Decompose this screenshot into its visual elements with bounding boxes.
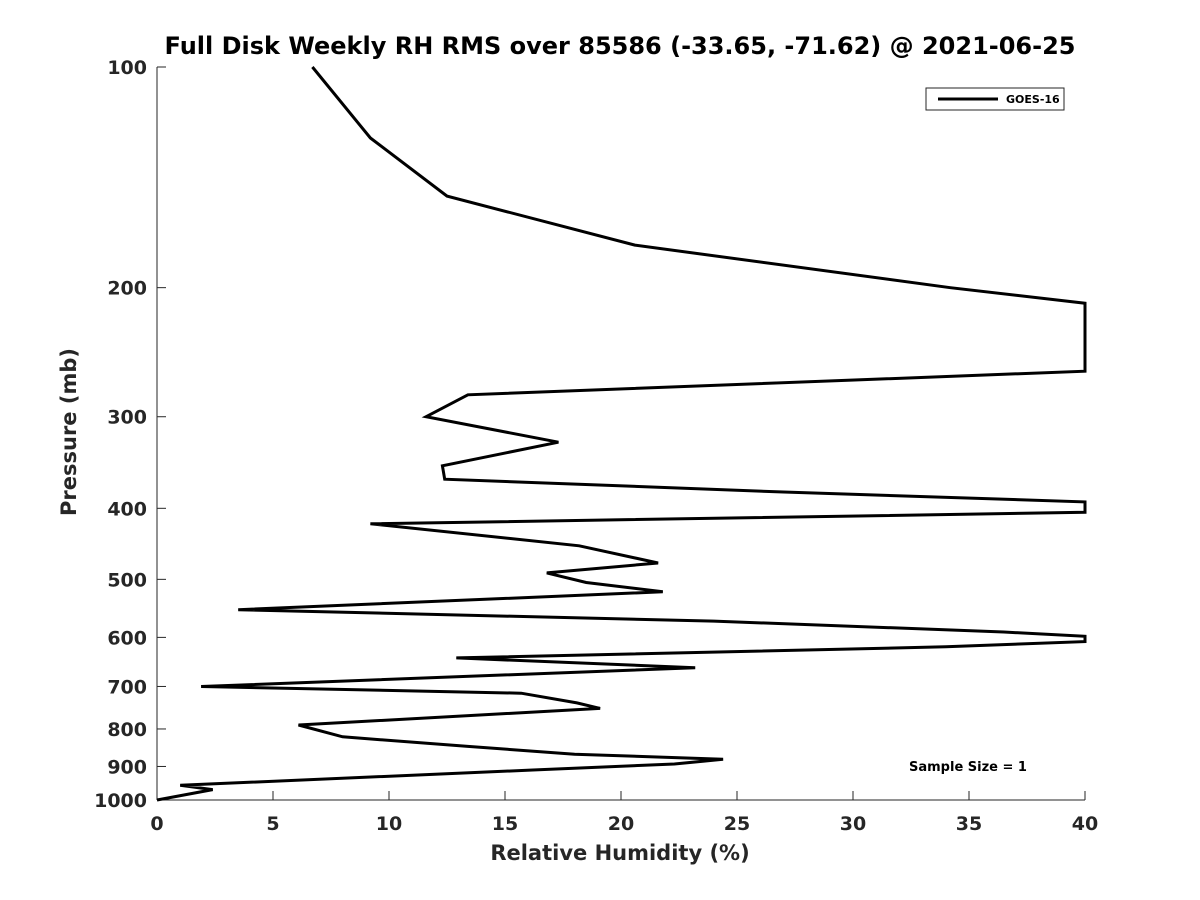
x-tick-label: 0: [150, 813, 163, 835]
y-tick-label: 300: [107, 407, 147, 429]
chart-title: Full Disk Weekly RH RMS over 85586 (-33.…: [165, 32, 1076, 60]
y-tick-label: 900: [107, 756, 147, 778]
legend-label: GOES-16: [1006, 93, 1060, 106]
y-tick-label: 700: [107, 676, 147, 698]
legend: GOES-16: [925, 87, 1065, 111]
x-axis-label: Relative Humidity (%): [490, 841, 749, 865]
plot-axes: [156, 67, 1085, 801]
sample-size-annotation: Sample Size = 1: [909, 760, 1027, 775]
y-tick-label: 800: [107, 719, 147, 741]
series-line-goes-16: [156, 66, 1087, 802]
x-tick-label: 15: [492, 813, 518, 835]
y-tick-label: 500: [107, 569, 147, 591]
y-tick-label: 100: [107, 57, 147, 79]
y-axis-ticks: 100 200 300 400 500 600 700 800 900 1000: [94, 57, 166, 812]
y-tick-label: 1000: [94, 790, 147, 812]
x-tick-label: 5: [266, 813, 279, 835]
x-tick-label: 25: [724, 813, 750, 835]
x-tick-label: 30: [840, 813, 866, 835]
x-tick-label: 20: [608, 813, 634, 835]
y-tick-label: 200: [107, 278, 147, 300]
x-tick-label: 10: [376, 813, 402, 835]
y-tick-label: 600: [107, 627, 147, 649]
y-axis-label: Pressure (mb): [57, 348, 81, 516]
x-tick-label: 35: [956, 813, 982, 835]
x-axis-ticks: 0 5 10 15 20 25 30 35 40: [150, 791, 1098, 835]
y-tick-label: 400: [107, 498, 147, 520]
x-tick-label: 40: [1072, 813, 1098, 835]
series-layer: [156, 66, 1087, 802]
